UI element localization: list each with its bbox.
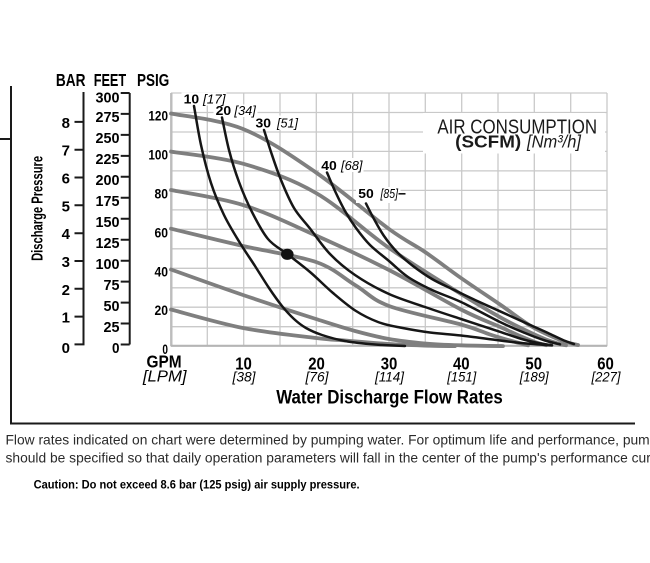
svg-text:6: 6: [62, 171, 70, 188]
svg-text:40: 40: [453, 353, 470, 373]
svg-text:2: 2: [62, 282, 70, 299]
svg-text:4: 4: [62, 226, 71, 243]
svg-text:[Nm³/h]: [Nm³/h]: [526, 131, 582, 151]
svg-text:[51]: [51]: [276, 115, 298, 130]
svg-text:1: 1: [62, 310, 70, 327]
svg-text:[189]: [189]: [519, 369, 550, 384]
svg-text:[17]: [17]: [202, 91, 226, 106]
svg-text:175: 175: [96, 193, 120, 210]
svg-text:40: 40: [321, 158, 337, 173]
svg-text:60: 60: [597, 353, 614, 373]
svg-text:[227]: [227]: [591, 369, 622, 384]
svg-text:Water Discharge Flow Rates: Water Discharge Flow Rates: [276, 387, 503, 409]
svg-text:225: 225: [96, 151, 120, 168]
svg-text:[38]: [38]: [231, 369, 256, 384]
svg-text:[68]: [68]: [340, 158, 363, 173]
svg-text:should be specified so that da: should be specified so that daily operat…: [6, 451, 650, 466]
svg-text:125: 125: [96, 235, 120, 252]
svg-text:7: 7: [62, 143, 70, 160]
svg-text:40: 40: [155, 263, 169, 279]
svg-text:Flow rates indicated on chart: Flow rates indicated on chart were deter…: [6, 433, 650, 448]
svg-text:GPM: GPM: [147, 351, 182, 371]
svg-text:8: 8: [62, 115, 70, 132]
svg-text:20: 20: [216, 103, 232, 118]
svg-text:20: 20: [308, 353, 325, 373]
svg-text:120: 120: [148, 108, 168, 124]
svg-text:75: 75: [104, 277, 120, 294]
svg-text:0: 0: [62, 340, 70, 357]
svg-text:100: 100: [148, 146, 168, 162]
svg-text:250: 250: [96, 130, 120, 147]
svg-text:25: 25: [104, 319, 120, 336]
svg-text:[34]: [34]: [233, 103, 256, 118]
svg-text:[76]: [76]: [304, 369, 329, 384]
svg-text:200: 200: [96, 172, 120, 189]
svg-text:275: 275: [96, 109, 120, 126]
svg-text:(SCFM): (SCFM): [455, 131, 521, 151]
svg-text:[114]: [114]: [374, 369, 405, 384]
svg-text:[LPM]: [LPM]: [142, 368, 187, 385]
svg-text:0: 0: [162, 341, 168, 357]
svg-text:Discharge Pressure: Discharge Pressure: [30, 156, 47, 261]
svg-text:20: 20: [155, 302, 169, 318]
svg-text:30: 30: [256, 115, 272, 130]
svg-text:3: 3: [62, 254, 70, 271]
svg-text:Caution: Do not exceed 8.6 bar: Caution: Do not exceed 8.6 bar (125 psig…: [34, 478, 360, 492]
svg-text:100: 100: [96, 256, 120, 273]
svg-text:50: 50: [104, 298, 120, 315]
svg-text:30: 30: [381, 353, 398, 373]
svg-text:5: 5: [62, 198, 70, 215]
svg-text:[151]: [151]: [446, 369, 477, 384]
svg-text:50: 50: [358, 186, 374, 201]
svg-text:10: 10: [235, 353, 252, 373]
svg-text:10: 10: [184, 91, 200, 106]
svg-text:80: 80: [155, 185, 169, 201]
svg-text:PSIG: PSIG: [137, 70, 169, 90]
svg-text:AIR CONSUMPTION: AIR CONSUMPTION: [437, 116, 597, 138]
svg-text:[85]: [85]: [380, 186, 399, 201]
svg-text:FEET: FEET: [94, 70, 127, 90]
svg-text:50: 50: [525, 353, 542, 373]
svg-text:150: 150: [96, 214, 120, 231]
svg-text:0: 0: [112, 340, 120, 357]
svg-text:60: 60: [155, 224, 169, 240]
svg-text:300: 300: [96, 89, 120, 106]
svg-text:BAR: BAR: [56, 70, 86, 90]
